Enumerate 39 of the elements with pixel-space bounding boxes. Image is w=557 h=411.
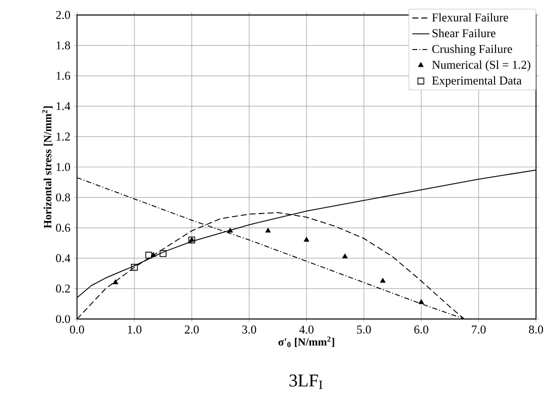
y-tick-label: 1.4	[56, 102, 70, 110]
x-tick-label: 5.0	[357, 326, 371, 334]
legend-label: Experimental Data	[432, 76, 522, 88]
legend-label: Shear Failure	[432, 28, 496, 38]
y-tick-label: 0.6	[56, 224, 70, 232]
x-tick-label: 4.0	[299, 326, 314, 334]
legend-label: Crushing Failure	[432, 44, 512, 56]
text: 3LF$_{I}$	[290, 374, 322, 389]
point	[145, 252, 152, 259]
legend-label: Flexural Failure	[432, 13, 508, 22]
legend-label: Numerical (Sl = 1.2)	[432, 60, 530, 72]
y-tick-label: 2.0	[56, 10, 70, 20]
y-tick-label: 0.2	[56, 284, 70, 293]
x-tick-label: 8.0	[528, 326, 544, 334]
y-tick-label: 0.0	[56, 314, 70, 324]
x-tick-label: 2.0	[184, 326, 199, 334]
y-tick-label: 1.0	[56, 162, 70, 172]
point	[227, 228, 233, 233]
y-tick-label: 1.8	[56, 41, 70, 50]
x-tick-label: 6.0	[414, 326, 428, 334]
point	[112, 279, 118, 284]
point	[265, 228, 271, 233]
point	[380, 278, 386, 283]
x-tick-label: 1.0	[128, 326, 142, 334]
y-tick-label: 0.4	[56, 254, 70, 262]
point	[130, 264, 138, 271]
point	[304, 236, 310, 242]
x-tick-label: 3.0	[242, 326, 256, 334]
y-tick-label: 1.6	[56, 72, 70, 80]
x-axis-title: σ'$_{0}$ [N/mm$^{2}$]	[278, 336, 334, 348]
y-tick-label: 1.2	[56, 132, 70, 141]
x-tick-label: 0.0	[70, 326, 84, 334]
y-axis-title: Horizontal stress [N/mm$^{2}$]	[42, 106, 53, 228]
point	[342, 253, 348, 258]
point	[160, 250, 166, 258]
point	[418, 299, 424, 304]
y-tick-label: 0.8	[56, 193, 70, 202]
x-tick-label: 7.0	[472, 326, 486, 334]
point	[150, 252, 156, 257]
